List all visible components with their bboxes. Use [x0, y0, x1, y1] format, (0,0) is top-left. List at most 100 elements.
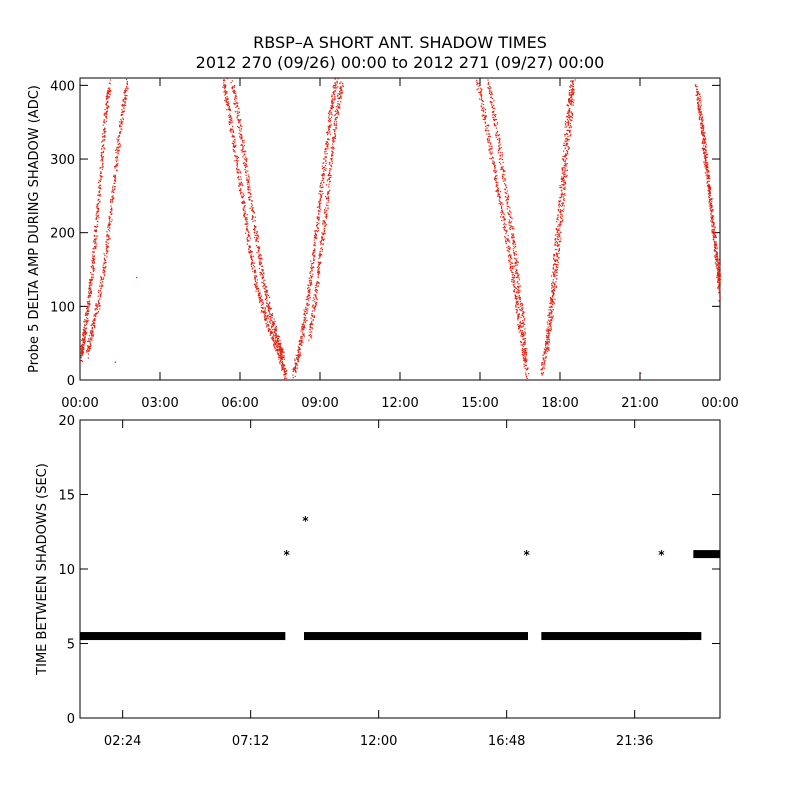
data-point [702, 125, 704, 127]
data-point [117, 136, 119, 138]
data-point [243, 194, 245, 196]
data-point [297, 358, 299, 360]
data-point [325, 207, 327, 209]
data-point [519, 290, 521, 292]
data-point [84, 324, 86, 326]
data-point [317, 219, 320, 221]
data-point [565, 145, 567, 147]
data-point [338, 93, 341, 96]
data-point [489, 152, 491, 154]
data-point [502, 166, 504, 168]
data-point [552, 296, 554, 298]
data-point [491, 156, 494, 158]
data-point [235, 93, 237, 95]
data-point [564, 170, 566, 172]
data-point [493, 113, 495, 115]
data-point [125, 98, 127, 101]
data-point [323, 181, 325, 184]
data-point [710, 220, 712, 222]
data-point [512, 271, 514, 274]
data-point [563, 160, 565, 163]
data-point [231, 136, 233, 138]
data-point [275, 337, 277, 339]
data-point [556, 221, 558, 223]
data-point [118, 135, 120, 137]
data-point [698, 108, 700, 111]
data-point [318, 262, 320, 264]
data-point [119, 146, 121, 148]
data-point [238, 132, 240, 134]
data-point [243, 200, 245, 202]
data-point [233, 150, 236, 152]
data-point [703, 145, 705, 147]
data-point [223, 84, 225, 86]
data-point [509, 266, 512, 268]
data-point [566, 138, 569, 140]
data-point [83, 333, 85, 335]
data-point [255, 287, 257, 289]
data-point [565, 124, 567, 126]
data-point [547, 326, 549, 328]
data-point [709, 199, 711, 201]
top-y-tick-label: 0 [67, 374, 75, 389]
data-point [515, 305, 517, 307]
data-point [97, 194, 99, 196]
data-point [545, 344, 547, 346]
data-point [315, 284, 317, 287]
data-point [317, 270, 319, 272]
data-point [333, 94, 335, 96]
data-point [696, 98, 698, 100]
data-point [571, 80, 573, 83]
data-point [330, 107, 332, 109]
data-point [117, 163, 119, 165]
data-point [704, 152, 706, 154]
data-point [100, 188, 102, 190]
data-point [564, 140, 566, 142]
data-point [503, 218, 505, 220]
data-point [493, 165, 496, 167]
data-point [334, 132, 336, 134]
data-point [108, 236, 110, 238]
data-point [513, 276, 515, 278]
data-point [322, 162, 325, 164]
data-point [272, 322, 274, 324]
data-point [551, 303, 554, 305]
data-point [100, 276, 102, 278]
data-point [510, 267, 512, 269]
data-point [328, 174, 330, 177]
data-point [478, 85, 480, 87]
data-point: * [658, 548, 665, 562]
data-point [502, 177, 504, 180]
data-point [116, 147, 118, 149]
data-point [119, 124, 121, 126]
data-point: * [302, 514, 309, 528]
data-point [518, 294, 520, 297]
data-point [524, 348, 527, 350]
data-point [708, 193, 710, 195]
data-point [87, 308, 89, 310]
data-point [319, 255, 321, 257]
data-point [300, 337, 302, 339]
data-point [488, 88, 490, 90]
data-point [254, 280, 257, 283]
data-point [487, 141, 489, 144]
data-point [278, 353, 280, 356]
data-point [566, 116, 568, 118]
data-point [248, 248, 250, 251]
data-point [101, 141, 103, 143]
data-point [540, 372, 542, 374]
data-point [554, 270, 556, 272]
data-point [321, 238, 323, 240]
data-point [313, 259, 315, 261]
data-point [494, 124, 496, 126]
data-point [705, 168, 708, 171]
data-point [328, 178, 330, 180]
data-point [551, 300, 553, 302]
data-point [564, 183, 567, 185]
data-point [517, 319, 519, 321]
data-point [331, 100, 334, 103]
data-point [338, 105, 340, 108]
data-point [85, 334, 87, 336]
data-point [106, 93, 108, 95]
data-point [523, 359, 525, 361]
